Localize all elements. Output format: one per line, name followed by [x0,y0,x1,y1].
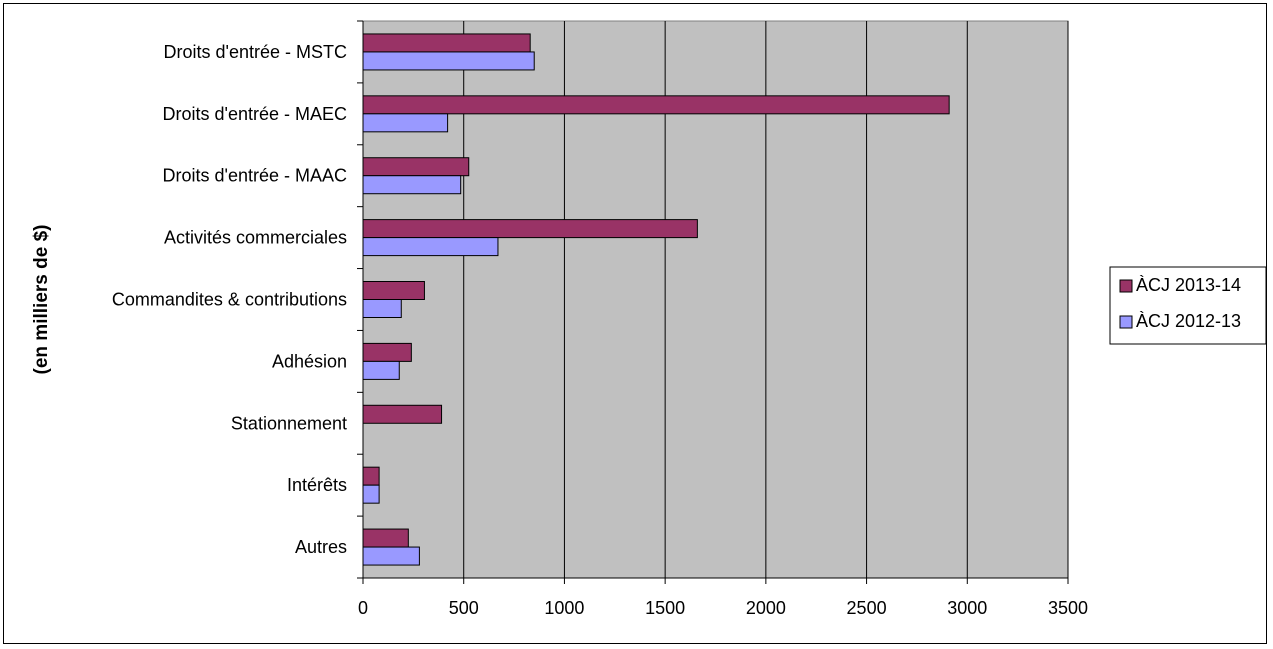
x-tick-labels: 0 500 1000 1500 2000 2500 3000 3500 [358,598,1088,618]
y-axis-title: (en milliers de $) [31,225,52,375]
x-tick-label: 2000 [746,598,786,618]
axes-group [357,20,1069,584]
category-label: Adhésion [272,351,347,371]
bar-series2 [362,360,400,380]
category-label: Stationnement [231,413,347,433]
bar-series1 [362,528,409,548]
bar-series1 [362,466,380,486]
category-labels: Droits d'entrée - MSTC Droits d'entrée - … [112,42,347,557]
legend: ÀCJ 2013-14 ÀCJ 2012-13 [1109,266,1267,345]
bar-series2 [362,175,462,195]
x-tick-label: 1000 [544,598,584,618]
category-label: Activités commerciales [164,228,347,248]
category-label: Autres [295,537,347,557]
bar-series1 [362,33,531,53]
legend-swatch [1119,315,1133,329]
bar-series2 [362,484,380,504]
bar-series1 [362,342,412,362]
bar-series1 [362,219,698,239]
x-tick-label: 2500 [847,598,887,618]
bar-series1 [362,404,443,424]
legend-swatch [1119,279,1133,293]
x-tick-label: 0 [358,598,368,618]
category-label: Droits d'entrée - MSTC [164,42,347,62]
category-label: Commandites & contributions [112,290,347,310]
bar-series2 [362,546,420,566]
category-label: Droits d'entrée - MAAC [163,166,348,186]
bar-series2 [362,299,402,318]
x-tick-label: 500 [449,598,479,618]
x-tick-label: 3500 [1048,598,1088,618]
bar-series2 [362,113,449,133]
x-tick-label: 3000 [947,598,987,618]
legend-label: ÀCJ 2012-13 [1136,311,1241,331]
bars-group [362,33,950,566]
bar-series1 [362,95,950,115]
bar-series1 [362,157,470,177]
bar-series2 [362,51,535,71]
category-label: Droits d'entrée - MAEC [163,104,348,124]
legend-label: ÀCJ 2013-14 [1136,275,1241,295]
x-tick-label: 1500 [645,598,685,618]
category-label: Intérêts [287,475,347,495]
legend-box [1109,266,1267,345]
legend-items: ÀCJ 2013-14 ÀCJ 2012-13 [1119,275,1241,331]
bar-series1 [362,281,425,300]
bar-series2 [362,237,499,257]
